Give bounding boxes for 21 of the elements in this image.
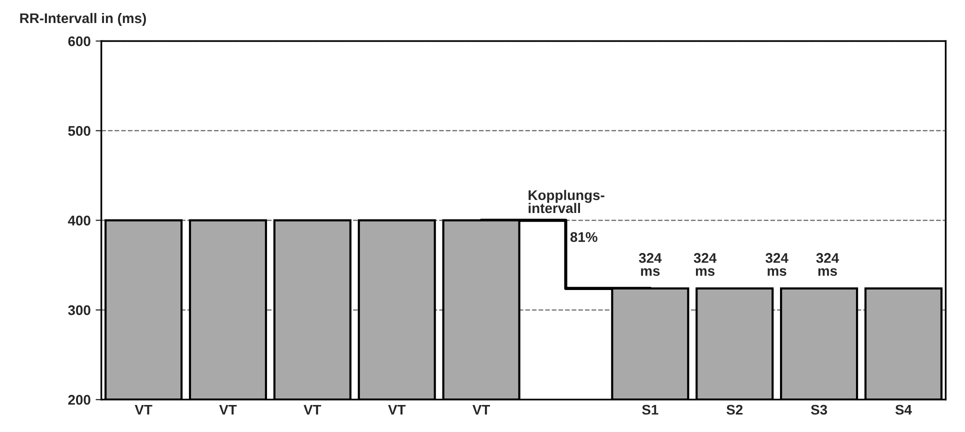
x-tick-label: VT — [134, 404, 152, 415]
y-tick-label: 300 — [68, 305, 90, 316]
x-tick-label: S2 — [726, 404, 743, 415]
annotation: 324 ms — [638, 253, 662, 276]
annotation: Kopplungs- intervall — [528, 190, 604, 214]
x-tick-label: VT — [219, 404, 237, 415]
y-tick-label: 600 — [68, 36, 90, 46]
annotation: 81% — [570, 232, 598, 242]
annotation: 324 ms — [694, 253, 717, 276]
x-tick-label: VT — [388, 404, 406, 415]
y-tick-label: 500 — [68, 126, 90, 136]
x-tick-label: VT — [472, 404, 490, 415]
y-tick-label: 200 — [68, 394, 90, 405]
x-tick-label: S3 — [810, 404, 828, 415]
x-tick-label: VT — [304, 404, 322, 415]
x-tick-label: S4 — [895, 404, 912, 415]
annotation: 324 ms — [816, 253, 839, 276]
y-tick-label: 400 — [68, 216, 90, 226]
x-tick-label: S1 — [642, 404, 658, 415]
y-axis-title: RR-Intervall in (ms) — [20, 12, 146, 26]
annotation: 324 ms — [766, 253, 788, 276]
